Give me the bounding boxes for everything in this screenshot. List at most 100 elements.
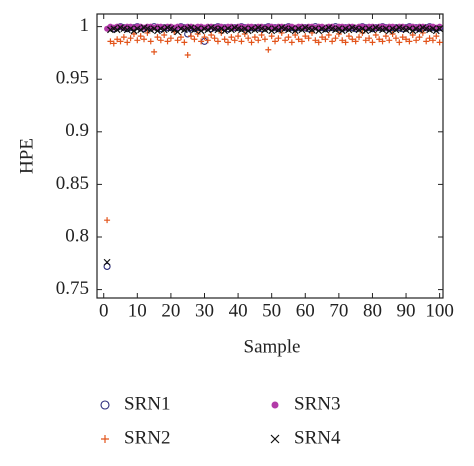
data-point [204,26,212,34]
data-point [338,27,346,35]
data-point [416,26,423,34]
data-point [423,38,430,45]
x-tick-label: 60 [296,300,315,321]
data-point [201,34,208,41]
x-tick-label: 0 [99,300,109,321]
legend-label: SRN2 [124,427,170,448]
data-point [302,33,309,40]
data-point [137,33,144,40]
x-tick-label: 40 [229,300,248,321]
data-point [174,37,181,44]
data-point [362,27,370,35]
data-point [251,26,259,34]
data-point [405,25,413,33]
data-point [231,37,238,44]
data-point [322,36,329,43]
data-point [238,38,245,45]
data-point [221,36,228,43]
data-point [322,26,329,34]
data-point [228,34,235,41]
data-point [278,29,285,36]
data-point [339,37,346,44]
data-point [372,32,379,39]
legend: SRN1 SRN2 SRN3 SRN4 [100,393,341,448]
data-point [416,34,423,41]
data-point [127,35,134,42]
data-point [382,25,390,33]
data-point [244,27,252,35]
data-point [285,34,292,41]
data-point [291,27,299,35]
x-tick-label: 50 [262,300,281,321]
data-point [235,33,242,40]
data-point [349,36,356,43]
data-point [211,35,218,42]
data-point [117,38,124,45]
data-point [329,38,336,45]
data-point [198,38,205,45]
data-point [282,37,289,44]
data-point [274,26,282,34]
data-point [352,38,359,45]
data-point [288,39,295,46]
data-point [187,24,195,32]
data-point [379,38,386,45]
plot-frame [96,13,444,299]
x-axis-label: Sample [244,336,301,357]
data-point [261,36,268,43]
data-point [150,25,158,33]
data-point [369,26,376,34]
data-point [124,39,131,46]
data-point [308,29,315,36]
x-tick-label: 20 [161,300,180,321]
data-point [409,32,416,39]
data-point [319,34,326,41]
data-point [403,36,410,43]
data-point [429,25,437,33]
x-tick-label: 90 [397,300,416,321]
data-point [432,27,440,35]
data-point [130,30,137,37]
data-point [103,258,111,266]
plot-area [103,23,444,270]
y-tick-label: 1 [80,15,90,36]
data-point [342,39,349,46]
y-axis-label: HPE [16,138,37,174]
data-point [191,36,198,43]
x-tick-label: 30 [195,300,214,321]
data-point [104,217,111,224]
data-point [268,33,275,40]
data-point [305,35,312,42]
data-point [362,37,369,44]
data-point [292,32,299,39]
data-point [325,32,332,39]
data-point [141,36,148,43]
data-point [251,34,258,41]
data-point [358,25,366,33]
data-point [227,26,235,34]
data-point [147,38,154,45]
data-point [345,33,352,40]
data-point [356,34,363,41]
data-point [157,37,164,44]
data-point [396,39,403,46]
y-tick-label: 0.95 [56,68,89,89]
data-point [245,35,252,42]
legend-marker [100,400,110,410]
data-point [177,34,184,41]
data-point [298,26,306,34]
data-point [194,25,202,33]
x-tick-label: 70 [329,300,348,321]
data-point [120,34,127,41]
y-tick-label: 0.9 [65,120,89,141]
data-point [154,34,161,41]
x-tick-label: 100 [425,300,454,321]
data-point [225,39,232,46]
data-point [197,27,205,35]
legend-label: SRN3 [294,393,340,414]
data-point [160,26,168,34]
data-point [332,35,339,42]
data-point [312,37,319,44]
data-point [258,32,265,39]
data-point [311,25,319,33]
